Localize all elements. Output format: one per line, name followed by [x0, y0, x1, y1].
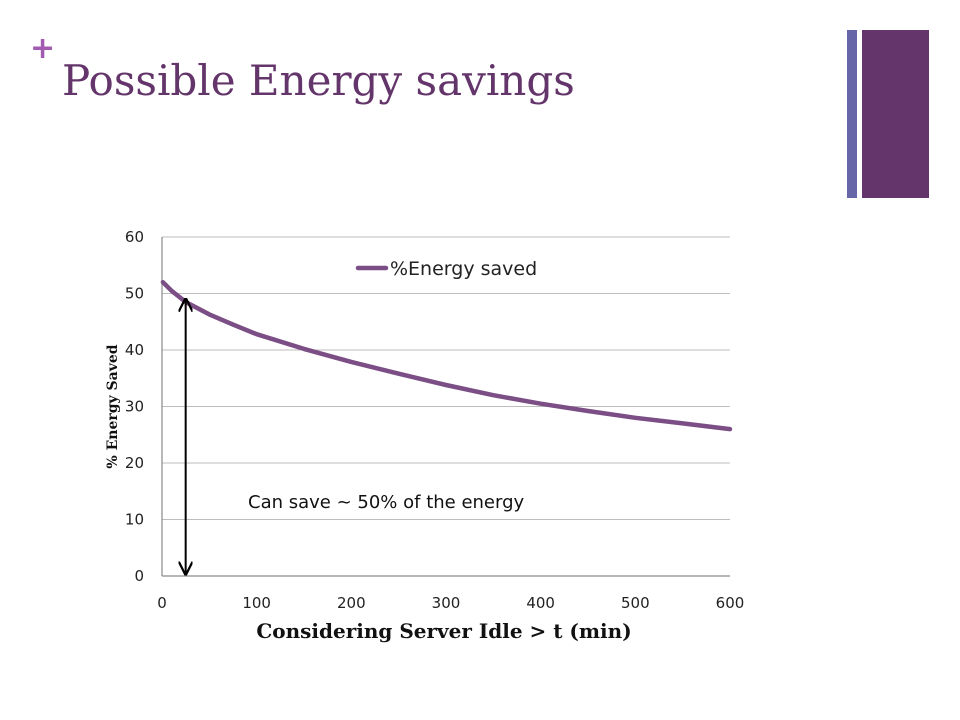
series-line — [160, 279, 733, 432]
y-tick-label: 50 — [125, 285, 144, 303]
annotation: Can save ~ 50% of the energy — [186, 299, 525, 574]
x-tick-label: 500 — [621, 594, 650, 612]
y-tick-label: 20 — [125, 454, 144, 472]
slide-title: Possible Energy savings — [62, 56, 575, 105]
accent-bar-thin — [847, 30, 857, 198]
x-tick-label: 400 — [526, 594, 555, 612]
x-tick-labels: 0 100 200 300 400 500 600 — [157, 594, 744, 612]
legend-entry: %Energy saved — [390, 258, 537, 280]
x-tick-label: 600 — [716, 594, 745, 612]
x-tick-label: 100 — [242, 594, 271, 612]
gridlines — [162, 236, 730, 520]
y-tick-label: 10 — [125, 511, 144, 529]
y-tick-labels: 0 10 20 30 40 50 60 — [125, 228, 144, 585]
y-tick-label: 30 — [125, 398, 144, 416]
legend: %Energy saved — [355, 258, 537, 280]
x-tick-label: 200 — [337, 594, 366, 612]
y-tick-label: 40 — [125, 341, 144, 359]
series-lines — [160, 279, 733, 432]
axes — [161, 237, 730, 577]
y-tick-label: 0 — [134, 567, 144, 585]
plus-bullet-icon: + — [30, 31, 56, 66]
accent-bar-thick — [862, 30, 929, 198]
x-tick-label: 0 — [157, 594, 167, 612]
y-axis-label: % Energy Saved — [105, 344, 121, 468]
annotation-text: Can save ~ 50% of the energy — [248, 492, 525, 513]
x-axis-label: Considering Server Idle > t (min) — [256, 619, 631, 643]
x-tick-label: 300 — [432, 594, 461, 612]
y-tick-label: 60 — [125, 228, 144, 246]
